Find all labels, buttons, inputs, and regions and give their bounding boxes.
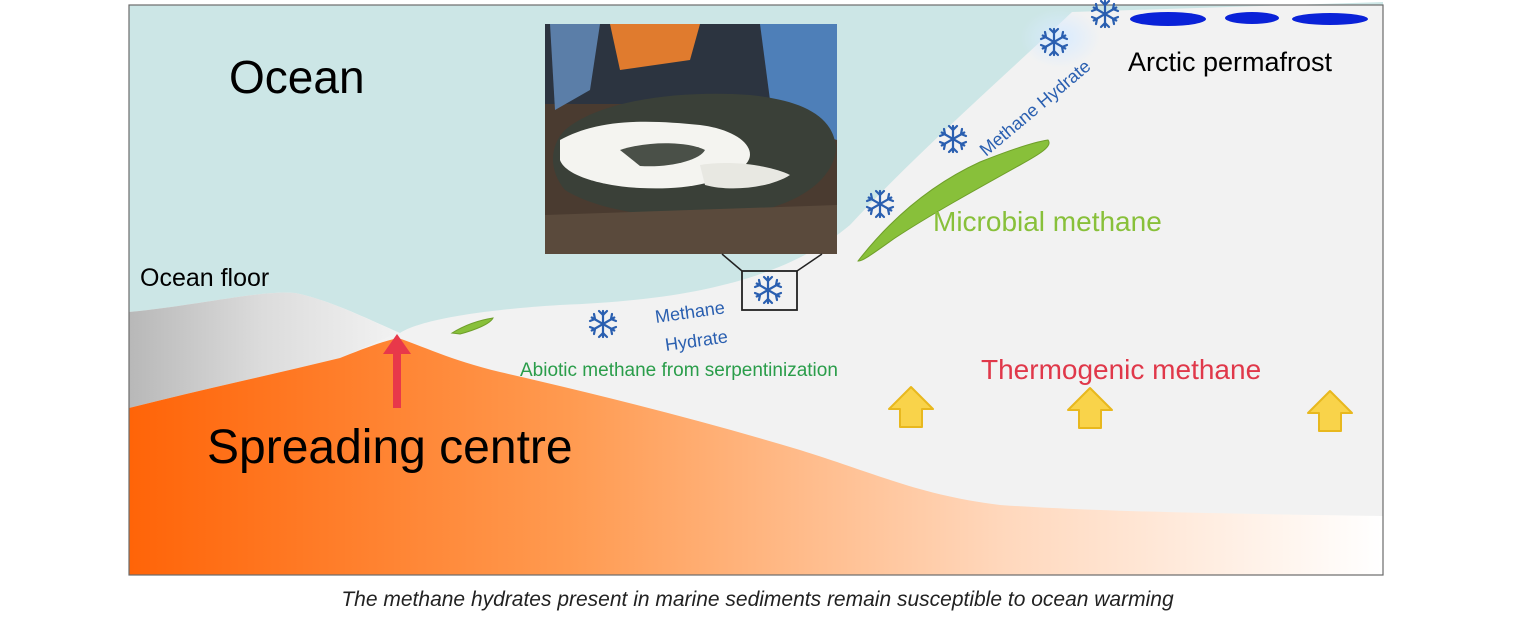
figure-caption: The methane hydrates present in marine s… <box>341 588 1174 611</box>
ocean-floor-label: Ocean floor <box>140 264 269 292</box>
magma-arrow-icon <box>383 334 411 408</box>
hydrate-photo <box>545 24 837 254</box>
oceanic-crust <box>129 338 1383 575</box>
microbial-methane-label: Microbial methane <box>933 206 1162 237</box>
permafrost-lens-icon <box>1130 12 1206 26</box>
permafrost-lens-icon <box>1292 13 1368 25</box>
ocean-floor-ridge <box>129 292 398 408</box>
spreading-centre-label: Spreading centre <box>207 421 573 474</box>
diagram-frame <box>128 4 1384 576</box>
abiotic-methane-label: Abiotic methane from serpentinization <box>520 360 838 381</box>
arctic-permafrost-label: Arctic permafrost <box>1128 47 1333 77</box>
photo-connector <box>796 253 823 272</box>
photo-connector <box>721 253 743 272</box>
small-methane-lens <box>450 317 494 335</box>
hydrate-zoom-box <box>741 270 798 311</box>
thermogenic-methane-label: Thermogenic methane <box>981 354 1261 385</box>
microbial-methane-lens <box>857 139 1050 262</box>
ocean-label: Ocean <box>229 51 365 103</box>
permafrost-lens-icon <box>1225 12 1279 24</box>
